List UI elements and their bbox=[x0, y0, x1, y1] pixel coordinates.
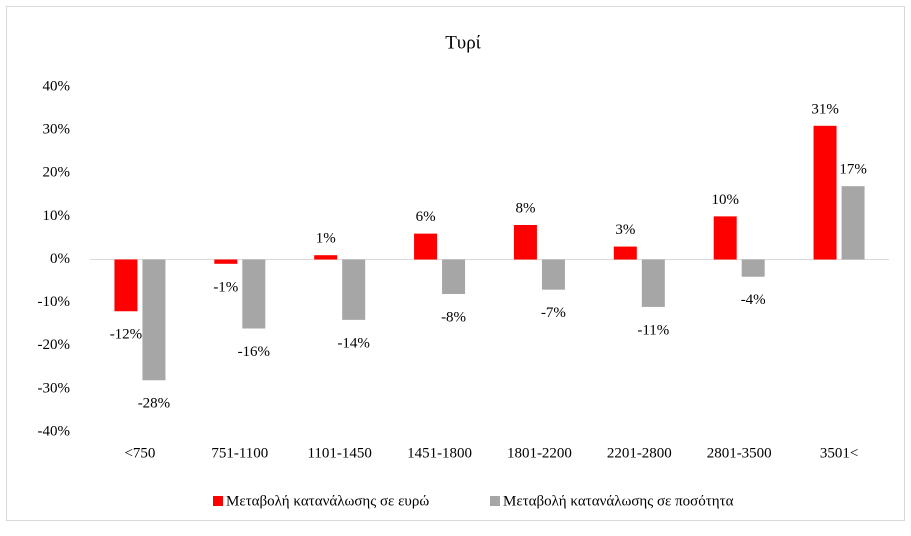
bar bbox=[414, 233, 438, 260]
y-tick-label: -40% bbox=[38, 423, 71, 439]
bar bbox=[513, 225, 537, 260]
value-label: -14% bbox=[337, 335, 370, 351]
value-label: 6% bbox=[416, 209, 436, 225]
y-tick-label: -30% bbox=[38, 380, 71, 396]
bar bbox=[813, 125, 837, 260]
x-tick-label: 1801-2200 bbox=[507, 445, 572, 461]
y-tick-label: 30% bbox=[43, 122, 71, 138]
chart-title: Τυρί bbox=[445, 32, 481, 53]
bar bbox=[242, 259, 266, 329]
bar bbox=[641, 259, 665, 307]
x-tick-label: 1101-1450 bbox=[307, 445, 371, 461]
value-label: 3% bbox=[615, 222, 635, 238]
value-label: -8% bbox=[441, 309, 466, 325]
value-label: 1% bbox=[316, 231, 336, 247]
bar bbox=[741, 259, 765, 277]
bar bbox=[613, 246, 637, 260]
y-tick-label: -10% bbox=[38, 294, 71, 310]
x-tick-label: 1451-1800 bbox=[407, 445, 472, 461]
y-tick-label: 40% bbox=[43, 78, 71, 94]
value-label: 8% bbox=[515, 200, 535, 216]
value-label: -16% bbox=[238, 344, 271, 360]
value-label: 10% bbox=[711, 192, 739, 208]
y-tick-label: 0% bbox=[50, 251, 70, 267]
bar bbox=[214, 259, 238, 264]
legend-swatch bbox=[490, 496, 500, 506]
bar bbox=[114, 259, 138, 312]
bar bbox=[314, 255, 338, 260]
bar bbox=[713, 216, 737, 260]
bar bbox=[142, 259, 166, 381]
value-label: 31% bbox=[811, 101, 839, 117]
value-label: -28% bbox=[138, 396, 171, 412]
legend-label: Μεταβολή κατανάλωσης σε ποσότητα bbox=[503, 493, 734, 509]
value-label: -11% bbox=[637, 322, 669, 338]
value-label: -12% bbox=[110, 327, 143, 343]
x-tick-label: 3501< bbox=[820, 445, 858, 461]
x-tick-label: <750 bbox=[124, 445, 155, 461]
bar bbox=[541, 259, 565, 290]
bar bbox=[342, 259, 366, 320]
bar bbox=[841, 186, 865, 260]
x-tick-label: 751-1100 bbox=[211, 445, 268, 461]
x-tick-label: 2801-3500 bbox=[707, 445, 772, 461]
x-tick-label: 2201-2800 bbox=[607, 445, 672, 461]
legend-label: Μεταβολή κατανάλωσης σε ευρώ bbox=[226, 493, 429, 509]
value-label: -4% bbox=[741, 292, 766, 308]
y-tick-label: -20% bbox=[38, 337, 71, 353]
legend-swatch bbox=[213, 496, 223, 506]
value-label: 17% bbox=[839, 162, 867, 178]
y-tick-label: 20% bbox=[43, 165, 71, 181]
bar bbox=[442, 259, 466, 294]
value-label: -1% bbox=[213, 279, 238, 295]
value-label: -7% bbox=[541, 305, 566, 321]
y-tick-label: 10% bbox=[43, 208, 71, 224]
